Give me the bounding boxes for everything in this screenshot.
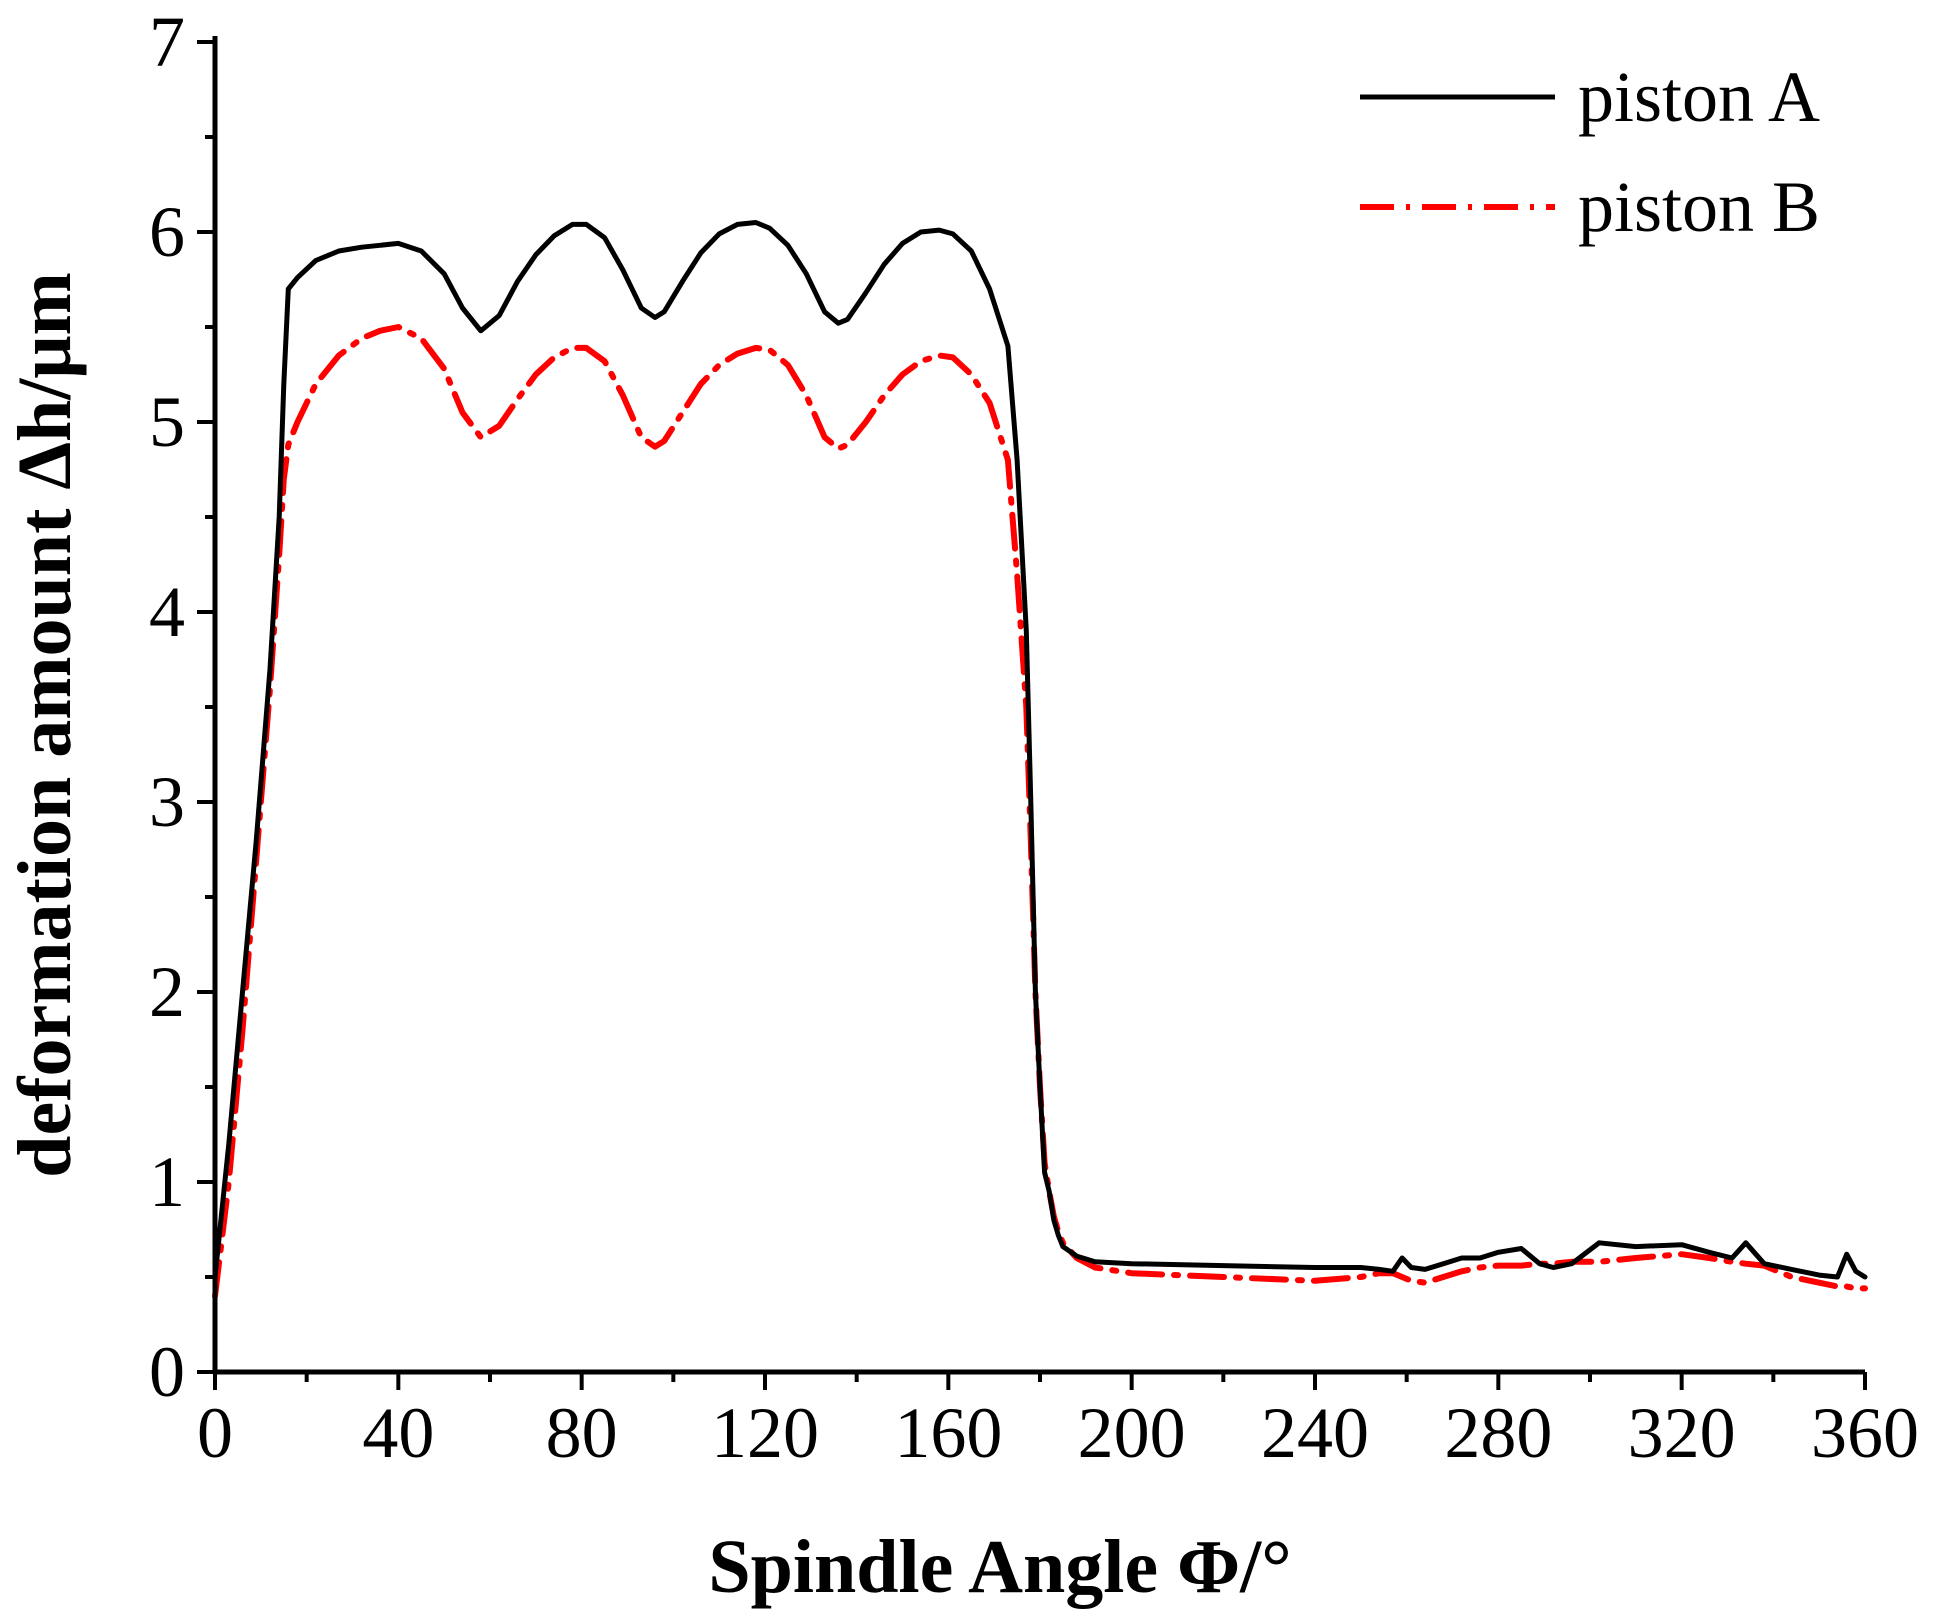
x-tick-label: 120 [711,1393,819,1473]
x-tick-label: 0 [197,1393,233,1473]
y-tick-label: 0 [149,1332,185,1412]
x-tick-label: 240 [1261,1393,1369,1473]
ticks: 0 40 80 120 160 200 240 280 320 360 0 1 2 3 4 5 6 7 [149,2,1919,1473]
piston-b-line [212,324,1868,1299]
x-tick-label: 40 [362,1393,434,1473]
piston-a-line [212,220,1868,1280]
y-tick-label: 7 [149,2,185,82]
legend-label-piston-b: piston B [1578,167,1820,247]
y-axis-title: deformation amount Δh/μm [3,272,87,1178]
x-tick-label: 160 [894,1393,1002,1473]
y-tick-label: 4 [149,572,185,652]
x-tick-label: 200 [1078,1393,1186,1473]
x-tick-label: 280 [1444,1393,1552,1473]
x-axis-title: Spindle Angle Φ/° [708,1525,1291,1609]
y-tick-label: 5 [149,382,185,462]
x-tick-label: 80 [546,1393,618,1473]
y-tick-label: 3 [149,762,185,842]
x-tick-label: 320 [1628,1393,1736,1473]
y-tick-label: 1 [149,1142,185,1222]
y-tick-label: 6 [149,192,185,272]
x-tick-label: 360 [1811,1393,1919,1473]
plot-series [212,220,1868,1299]
y-tick-label: 2 [149,952,185,1032]
legend: piston A piston B [1360,57,1820,247]
legend-label-piston-a: piston A [1578,57,1820,137]
